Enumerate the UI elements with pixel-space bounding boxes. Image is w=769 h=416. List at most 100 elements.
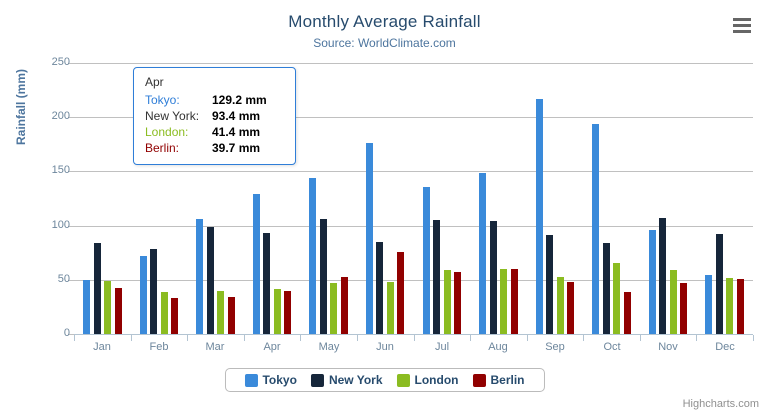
legend-item-new-york[interactable]: New York [310,373,383,387]
bar[interactable] [309,178,316,334]
tooltip-row: New York: 93.4 mm [145,108,286,124]
bar[interactable] [592,124,599,334]
bar[interactable] [387,282,394,334]
x-axis-tick-label: Feb [149,341,169,353]
tooltip-series-name: Tokyo: [145,93,180,107]
bar[interactable] [649,230,656,334]
gridline [74,63,753,64]
tooltip-series-value: 39.7 mm [212,141,261,155]
legend-item-tokyo[interactable]: Tokyo [244,373,297,387]
chart-tooltip: Apr Tokyo: 129.2 mm New York: 93.4 mm London… [133,67,296,165]
y-axis-tick [68,117,74,118]
x-axis-tick [527,335,528,341]
bar[interactable] [217,291,224,334]
y-axis-tick-label: 250 [51,56,70,68]
gridline [74,226,753,227]
bar-series-group [74,63,753,334]
bar[interactable] [490,221,497,334]
bar[interactable] [284,291,291,334]
bar[interactable] [670,270,677,334]
bar[interactable] [423,187,430,334]
bar[interactable] [207,227,214,334]
y-axis-tick [68,280,74,281]
bar[interactable] [397,252,404,334]
bar[interactable] [140,256,147,334]
bar[interactable] [705,275,712,334]
bar[interactable] [557,277,564,334]
x-axis-tick-label: Nov [658,341,678,353]
bar[interactable] [567,282,574,334]
bar[interactable] [341,277,348,334]
bar[interactable] [659,218,666,334]
legend-item-berlin[interactable]: Berlin [472,373,525,387]
tooltip-series-name: London: [145,125,189,139]
legend-swatch-icon [244,373,258,387]
bar[interactable] [726,278,733,334]
hamburger-icon[interactable] [730,14,754,36]
x-axis-tick [244,335,245,341]
bar[interactable] [680,283,687,334]
y-axis-tick-label: 200 [51,110,70,122]
tooltip-series-value: 93.4 mm [212,109,261,123]
bar[interactable] [115,288,122,334]
x-axis-tick [753,335,754,341]
bar[interactable] [613,263,620,334]
bar[interactable] [376,242,383,334]
bar[interactable] [330,283,337,334]
bar[interactable] [737,279,744,334]
bar[interactable] [500,269,507,334]
x-axis-tick [696,335,697,341]
bar[interactable] [444,270,451,334]
legend-label: Berlin [490,373,525,387]
bar[interactable] [150,249,157,334]
bar[interactable] [624,292,631,334]
gridline [74,117,753,118]
x-axis-tick [583,335,584,341]
bar[interactable] [433,220,440,334]
legend-swatch-icon [472,373,486,387]
bar[interactable] [716,234,723,334]
x-axis-tick [131,335,132,341]
y-axis-tick [68,334,74,335]
bar[interactable] [274,289,281,334]
x-axis-tick-label: Apr [263,341,281,353]
bar[interactable] [603,243,610,334]
tooltip-series-value: 41.4 mm [212,125,261,139]
bar[interactable] [196,219,203,334]
x-axis-tick-label: Jun [376,341,394,353]
x-axis-tick-label: Sep [545,341,565,353]
x-axis-tick-label: Jul [434,341,450,353]
hamburger-bar-2 [733,24,751,27]
bar[interactable] [161,292,168,334]
tooltip-rows: Tokyo: 129.2 mm New York: 93.4 mm London: 41.… [145,92,286,156]
bar[interactable] [366,143,373,334]
legend-item-london[interactable]: London [396,373,459,387]
x-axis-tick-label: Oct [603,341,621,353]
bar[interactable] [94,243,101,334]
bar[interactable] [546,235,553,334]
bar[interactable] [263,233,270,334]
x-axis-tick [187,335,188,341]
bar[interactable] [171,298,178,334]
y-axis-tick [68,63,74,64]
bar[interactable] [83,280,90,334]
tooltip-series-name: Berlin: [145,141,180,155]
legend-label: London [414,373,459,387]
bar[interactable] [320,219,327,334]
bar[interactable] [536,99,543,334]
x-axis-tick [640,335,641,341]
bar[interactable] [253,194,260,334]
gridline [74,280,753,281]
hamburger-bar-1 [733,18,751,21]
bar[interactable] [228,297,235,334]
x-axis-tick-label: May [318,341,340,353]
hamburger-bar-3 [733,30,751,33]
bar[interactable] [479,173,486,334]
bar[interactable] [454,272,461,334]
bar[interactable] [104,281,111,334]
credits-link[interactable]: Highcharts.com [682,398,759,410]
tooltip-category-label: Apr [145,75,164,89]
bar[interactable] [511,269,518,334]
